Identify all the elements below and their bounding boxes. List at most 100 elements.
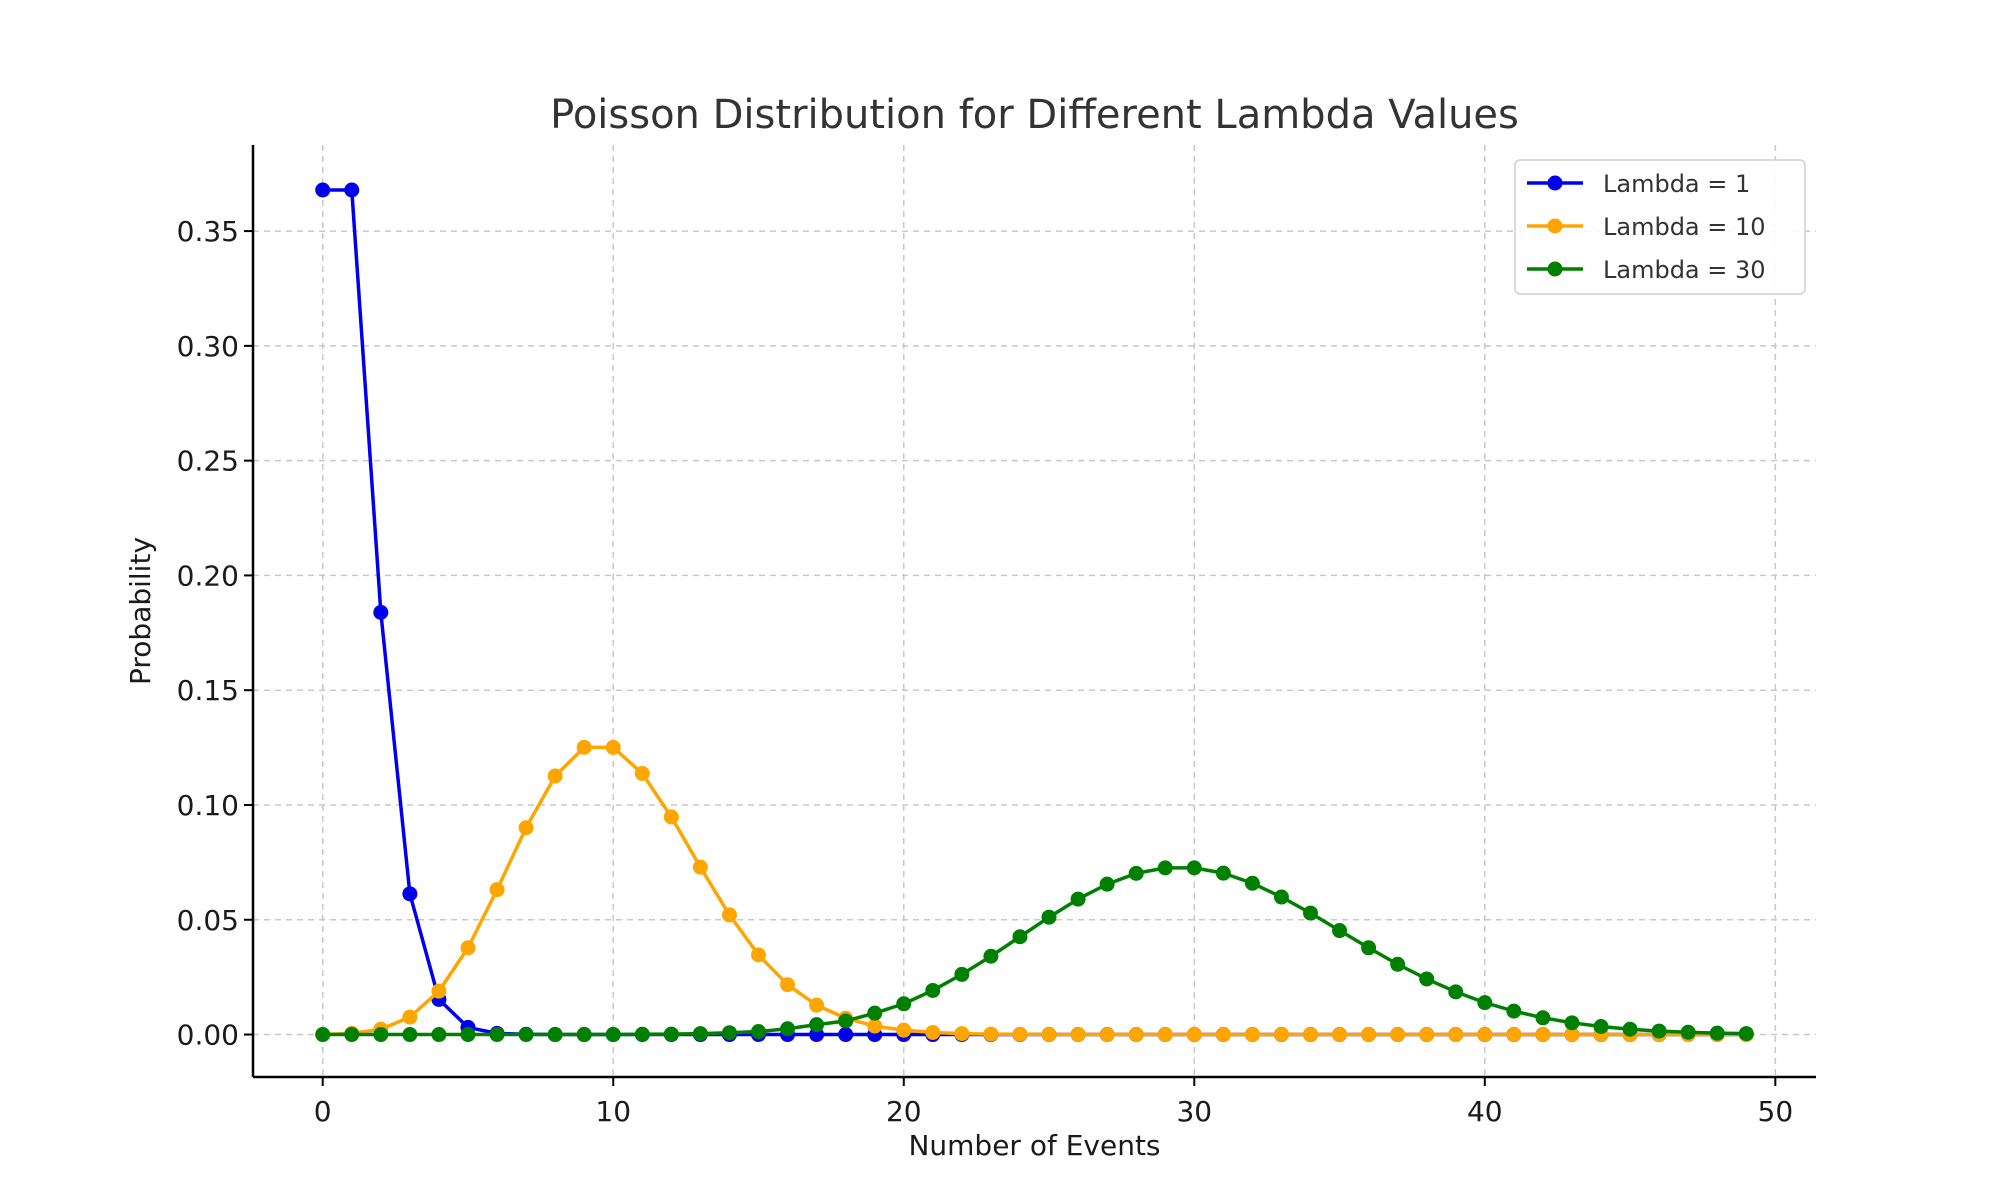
data-point (1041, 909, 1057, 925)
data-point (547, 768, 563, 784)
series-line (322, 188, 1747, 1037)
data-point (867, 1005, 883, 1021)
data-point (780, 977, 796, 993)
data-point (867, 1018, 883, 1034)
data-point (1361, 1027, 1377, 1043)
data-point (576, 739, 592, 755)
data-point (547, 1027, 563, 1043)
data-point (1157, 860, 1173, 876)
data-point (1477, 1027, 1493, 1043)
data-point (1419, 971, 1435, 987)
data-point (1419, 1027, 1435, 1043)
series-1 (315, 182, 1754, 1043)
data-point (809, 1017, 825, 1033)
data-point (721, 907, 737, 923)
legend-item: Lambda = 1 (1527, 170, 1750, 198)
data-point (954, 966, 970, 982)
legend-marker (1547, 218, 1563, 234)
data-point (1099, 1027, 1115, 1043)
y-tick-label: 0.15 (177, 674, 239, 707)
data-point (402, 886, 418, 902)
x-tick-label: 0 (314, 1095, 332, 1128)
data-point (692, 859, 708, 875)
y-tick-label: 0.05 (177, 904, 239, 937)
x-tick-label: 20 (886, 1095, 922, 1128)
series-2 (315, 739, 1754, 1043)
data-point (402, 1027, 418, 1043)
data-point (1215, 865, 1231, 881)
legend-label: Lambda = 10 (1603, 213, 1766, 241)
data-point (460, 940, 476, 956)
data-point (344, 182, 360, 198)
y-tick-label: 0.20 (177, 559, 239, 592)
data-point (1651, 1023, 1667, 1039)
legend: Lambda = 1 Lambda = 10 Lambda = 30 (1514, 159, 1806, 295)
data-point (431, 1027, 447, 1043)
data-point (925, 982, 941, 998)
data-point (315, 1027, 331, 1043)
data-point (1361, 940, 1377, 956)
ticks-layer: 0 10 20 30 40 50 0.00 0.05 0.10 0.15 0.20 0.25 0.30 0… (177, 215, 1793, 1128)
y-tick-label: 0.35 (177, 215, 239, 248)
axes-layer (251, 145, 1816, 1079)
data-point (1535, 1010, 1551, 1026)
data-point (1738, 1026, 1754, 1042)
data-point (373, 1027, 389, 1043)
data-point (431, 983, 447, 999)
data-point (1535, 1027, 1551, 1043)
data-point (983, 948, 999, 964)
data-point (1099, 876, 1115, 892)
data-point (1680, 1024, 1696, 1040)
legend-label: Lambda = 30 (1603, 256, 1766, 284)
data-point (1070, 891, 1086, 907)
data-point (1012, 1026, 1028, 1042)
data-point (780, 1021, 796, 1037)
data-point (1244, 875, 1260, 891)
data-point (983, 1026, 999, 1042)
x-tick-label: 50 (1758, 1095, 1794, 1128)
y-tick-label: 0.00 (177, 1019, 239, 1052)
series-line (322, 866, 1747, 1037)
series-line (322, 745, 1747, 1037)
data-point (663, 1026, 679, 1042)
x-tick-label: 40 (1467, 1095, 1503, 1128)
data-point (751, 1024, 767, 1040)
data-point (1157, 1027, 1173, 1043)
data-point (1564, 1015, 1580, 1031)
data-point (721, 1025, 737, 1041)
legend-marker (1547, 175, 1563, 191)
data-point (1477, 995, 1493, 1011)
legend-label: Lambda = 1 (1603, 170, 1750, 198)
series-3 (315, 860, 1754, 1043)
data-point (1448, 984, 1464, 1000)
y-axis-label: Probability (124, 537, 157, 685)
data-point (605, 1027, 621, 1043)
data-point (315, 182, 331, 198)
data-point (896, 996, 912, 1012)
data-point (1215, 1027, 1231, 1043)
data-point (838, 1027, 854, 1043)
data-point (663, 809, 679, 825)
legend-marker (1547, 261, 1563, 277)
data-point (576, 1027, 592, 1043)
data-point (1506, 1003, 1522, 1019)
series-layer (315, 182, 1754, 1043)
data-point (1273, 1027, 1289, 1043)
data-point (518, 820, 534, 836)
data-point (1622, 1021, 1638, 1037)
data-point (460, 1027, 476, 1043)
data-point (634, 766, 650, 782)
data-point (1070, 1027, 1086, 1043)
y-tick-label: 0.25 (177, 445, 239, 478)
data-point (489, 1027, 505, 1043)
x-tick-label: 30 (1176, 1095, 1212, 1128)
data-point (751, 947, 767, 963)
data-point (1593, 1018, 1609, 1034)
data-point (344, 1027, 360, 1043)
data-point (1041, 1027, 1057, 1043)
data-point (1128, 865, 1144, 881)
chart-title: Poisson Distribution for Different Lambd… (550, 92, 1519, 138)
x-tick-label: 10 (595, 1095, 631, 1128)
